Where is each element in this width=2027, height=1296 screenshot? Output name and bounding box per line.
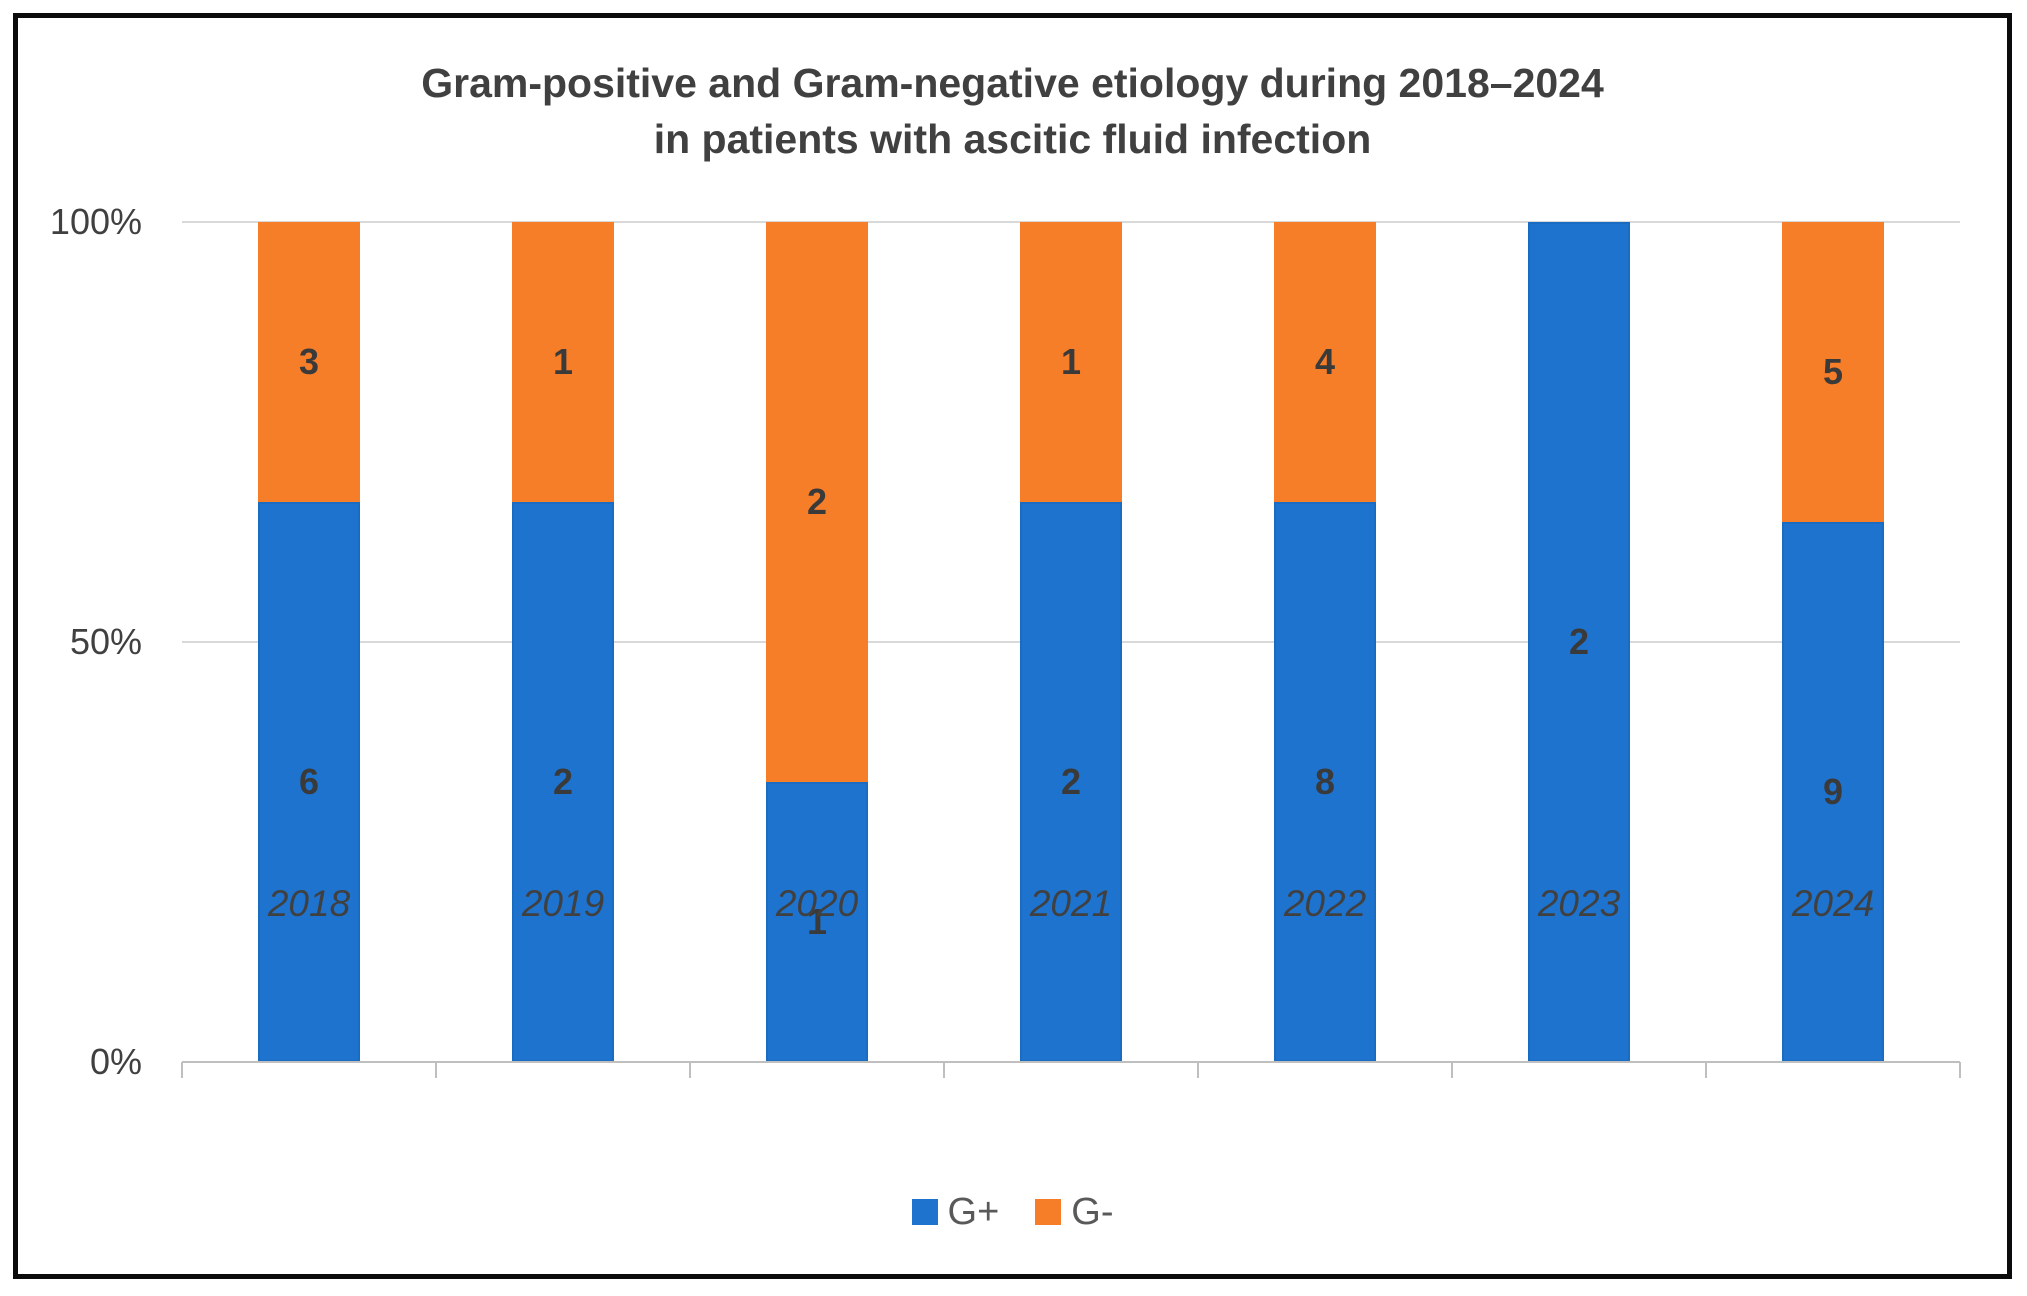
x-tick-label-2023: 2023 [1537, 883, 1621, 924]
bar-value-label: 2 [806, 481, 828, 523]
y-tick-label: 100% [49, 201, 142, 242]
bar-segment-Gpos-2024: 9 [1782, 522, 1884, 1062]
legend-label: G- [1071, 1191, 1114, 1233]
bar-value-label: 1 [806, 901, 828, 942]
bar-value-label: 2 [1568, 621, 1590, 662]
bar-value-label: 4 [1314, 341, 1336, 383]
x-tick-label-2022: 2022 [1283, 883, 1367, 924]
x-axis-tick [689, 1062, 691, 1078]
legend-label: G+ [947, 1191, 1000, 1233]
bar-value-label: 3 [298, 341, 320, 383]
bar-value-label: 6 [298, 761, 320, 802]
bar-segment-Gpos-2022: 8 [1274, 502, 1376, 1062]
bar-segment-Gneg-2019: 1 [512, 222, 614, 503]
bar-value-label: 1 [1060, 341, 1082, 383]
x-axis-tick [435, 1062, 437, 1078]
gridline [182, 221, 1960, 223]
legend-swatch-icon [1035, 1199, 1062, 1225]
bar-value-label: 2 [1060, 761, 1082, 802]
bar-value-label: 5 [1822, 351, 1844, 392]
x-axis-tick [1451, 1062, 1453, 1078]
bar-segment-Gneg-2018: 3 [258, 222, 360, 503]
x-axis-tick [1705, 1062, 1707, 1078]
legend: G+ G- [13, 1190, 2012, 1234]
x-axis-tick [181, 1062, 183, 1078]
legend-item-Gneg: G- [1035, 1190, 1113, 1234]
x-tick-label-2020: 2020 [775, 883, 859, 924]
legend-swatch-icon [911, 1199, 938, 1225]
y-tick-label: 0% [89, 1041, 142, 1082]
bar-value-label: 9 [1822, 771, 1844, 812]
chart-title: Gram-positive and Gram-negative etiology… [13, 55, 2012, 167]
x-axis-tick [1197, 1062, 1199, 1078]
bar-segment-Gpos-2020: 1 [766, 782, 868, 1062]
x-axis-tick [943, 1062, 945, 1078]
bar-segment-Gpos-2018: 6 [258, 502, 360, 1062]
bar-segment-Gneg-2021: 1 [1020, 222, 1122, 503]
bar-segment-Gneg-2024: 5 [1782, 222, 1884, 522]
bar-segment-Gpos-2019: 2 [512, 502, 614, 1062]
x-axis-line [182, 1061, 1960, 1063]
chart-title-line-2: in patients with ascitic fluid infection [653, 116, 1372, 162]
bar-segment-Gpos-2021: 2 [1020, 502, 1122, 1062]
bar-segment-Gneg-2020: 2 [766, 222, 868, 783]
x-tick-label-2024: 2024 [1791, 883, 1875, 924]
x-axis-tick [1959, 1062, 1961, 1078]
legend-item-Gpos: G+ [911, 1190, 1000, 1234]
x-tick-label-2018: 2018 [267, 883, 351, 924]
y-tick-label: 50% [69, 621, 142, 662]
bar-segment-Gneg-2022: 4 [1274, 222, 1376, 503]
bar-value-label: 2 [552, 761, 574, 802]
x-tick-label-2021: 2021 [1029, 883, 1113, 924]
bar-column-2023: 2 [1528, 222, 1630, 1062]
bar-segment-Gpos-2023: 2 [1528, 222, 1630, 1062]
bar-value-label: 1 [552, 341, 574, 383]
chart-title-line-1: Gram-positive and Gram-negative etiology… [421, 60, 1604, 106]
x-tick-label-2019: 2019 [521, 883, 605, 924]
bar-value-label: 8 [1314, 761, 1336, 802]
